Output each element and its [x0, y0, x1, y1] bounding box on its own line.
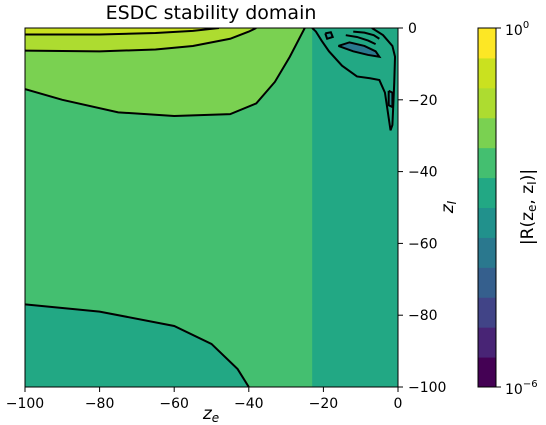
x-axis: −100 −80 −60 −40 −20 0: [6, 387, 403, 412]
y-tick-label: −20: [408, 93, 438, 109]
x-tick-label: −100: [6, 396, 44, 412]
plot-frame: [24, 27, 399, 388]
contour-region-top-strip: [25, 28, 219, 35]
contour-line-5: [311, 28, 397, 131]
colorbar-frame: [477, 27, 497, 388]
colorbar-band: [478, 57, 496, 89]
contour-region-inner-lobe: [338, 42, 380, 57]
colorbar-band: [478, 207, 496, 238]
colorbar-band: [478, 267, 496, 298]
x-tick-label: −40: [234, 396, 264, 412]
contour-line-8: [387, 89, 394, 109]
chart-title: ESDC stability domain: [106, 2, 317, 24]
x-tick-label: −20: [309, 396, 339, 412]
contour-line-group: [25, 28, 397, 387]
colorbar-band: [478, 327, 496, 358]
colorbar-band: [478, 177, 496, 208]
colorbar-band: [478, 237, 496, 268]
x-tick-label: −60: [159, 396, 189, 412]
y-tick-label: −80: [408, 308, 438, 324]
colorbar-label: |R(ze, zI)|: [518, 169, 539, 245]
contour-line-10: [353, 30, 380, 40]
y-tick-label: −40: [408, 165, 438, 181]
colorbar-top-label: 100: [505, 20, 529, 39]
contour-line-2: [25, 28, 306, 117]
x-axis-label: ze: [202, 404, 219, 425]
colorbar-band: [478, 357, 496, 388]
colorbar-band: [478, 297, 496, 328]
contour-line-3: [25, 28, 257, 53]
y-axis-label: zI: [438, 200, 459, 214]
x-tick-label: 0: [394, 396, 403, 412]
colorbar: [478, 27, 501, 388]
x-tick-label: −80: [85, 396, 115, 412]
y-tick-label: 0: [408, 21, 417, 37]
colorbar-bottom-label: 10−6: [505, 379, 538, 398]
contour-line-6: [337, 41, 382, 59]
colorbar-band: [478, 147, 496, 179]
contour-line-7: [324, 31, 335, 41]
colorbar-band: [478, 117, 496, 149]
y-tick-label: −60: [408, 236, 438, 252]
y-tick-label: −100: [408, 380, 446, 396]
contour-line-4: [25, 28, 220, 36]
colorbar-band: [478, 28, 496, 59]
contour-line-1: [25, 303, 250, 387]
contour-region-main: [25, 28, 313, 387]
contour-fill-group: [25, 28, 398, 387]
contour-line-9: [345, 34, 377, 46]
y-axis: 0 −20 −40 −60 −80 −100: [398, 21, 446, 396]
colorbar-band: [478, 87, 496, 119]
